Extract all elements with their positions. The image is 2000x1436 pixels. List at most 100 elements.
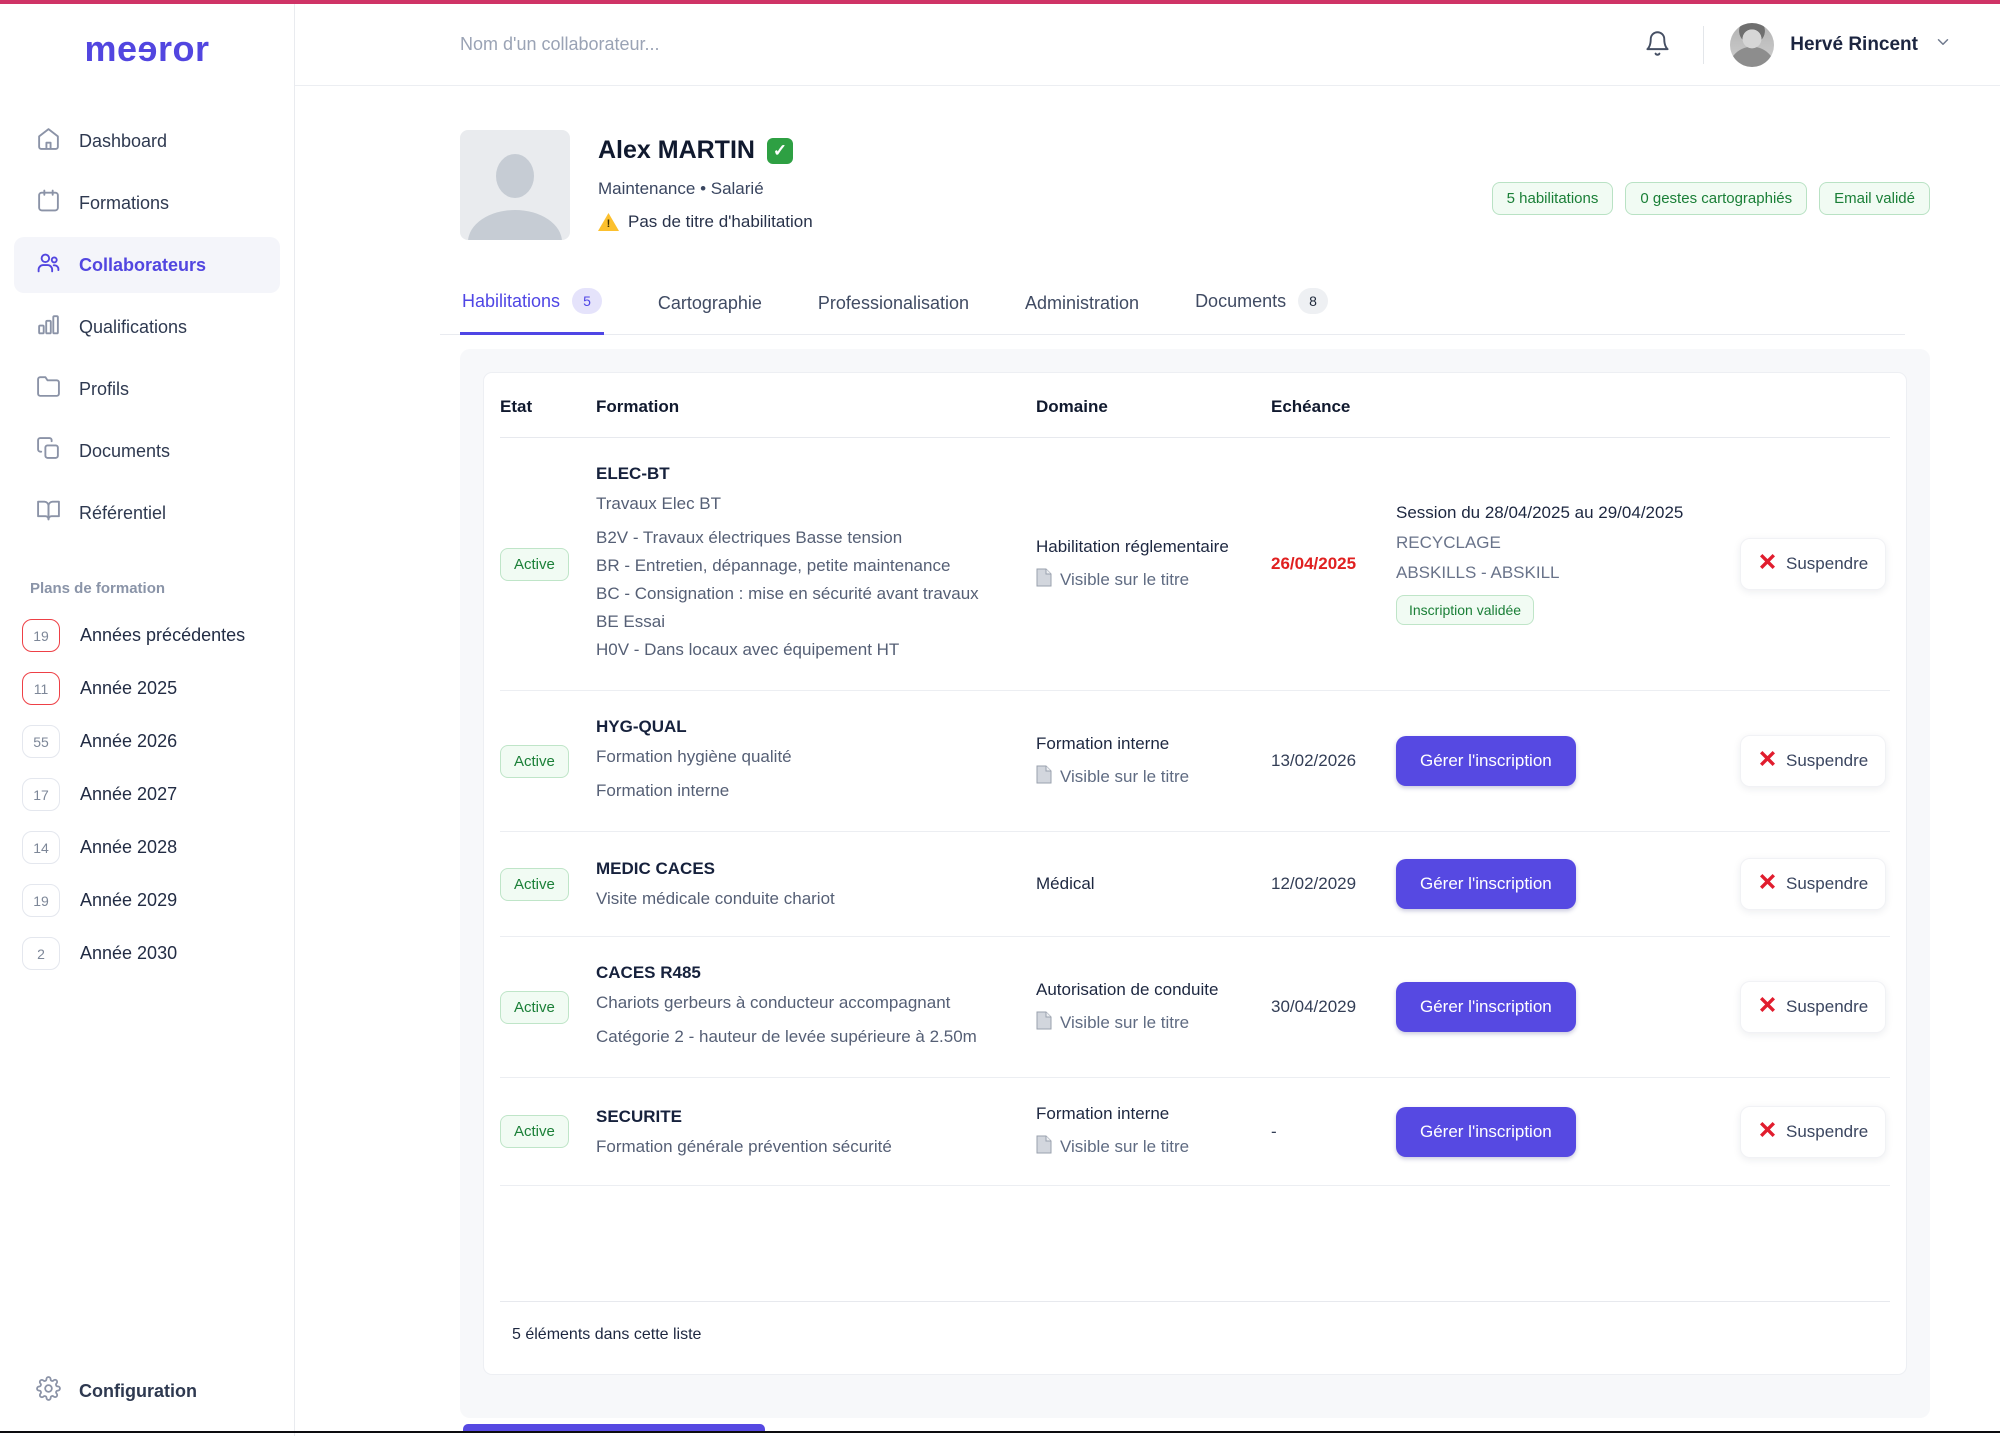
manage-inscription-button[interactable]: Gérer l'inscription: [1396, 736, 1576, 786]
email-valid-badge: Email validé: [1819, 182, 1930, 215]
plan-count-badge: 55: [22, 725, 60, 758]
search-input[interactable]: [460, 34, 1639, 55]
home-icon: [36, 126, 61, 156]
sidebar-item-referentiel[interactable]: Référentiel: [14, 485, 280, 541]
plan-item-annee-2030[interactable]: 2 Année 2030: [0, 927, 294, 980]
cut-off-button[interactable]: [463, 1424, 765, 1431]
formation-subtitle: Formation hygiène qualité: [596, 747, 792, 766]
plans-section-label: Plans de formation: [30, 580, 166, 597]
tab-professionalisation[interactable]: Professionalisation: [816, 283, 971, 335]
manage-inscription-button[interactable]: Gérer l'inscription: [1396, 982, 1576, 1032]
sidebar-item-configuration[interactable]: Configuration: [0, 1354, 294, 1436]
plan-item-annee-2028[interactable]: 14 Année 2028: [0, 821, 294, 874]
sidebar-nav: Dashboard Formations Collaborateurs Qual…: [0, 110, 294, 544]
plan-item-label: Année 2026: [80, 731, 178, 751]
sidebar-item-label: Référentiel: [79, 502, 167, 523]
collaborator-meta: Maintenance • Salarié: [598, 179, 764, 198]
session-provider: ABSKILLS - ABSKILL: [1396, 563, 1560, 582]
sidebar-item-label: Collaborateurs: [79, 254, 207, 275]
domain-name: Habilitation réglementaire: [1036, 536, 1229, 556]
manage-inscription-button[interactable]: Gérer l'inscription: [1396, 859, 1576, 909]
due-date: 30/04/2029: [1271, 997, 1357, 1016]
tab-label: Cartographie: [657, 293, 762, 313]
tab-documents[interactable]: Documents 8: [1193, 278, 1330, 335]
formation-cell: MEDIC CACES Visite médicale conduite cha…: [596, 859, 1036, 909]
suspend-button[interactable]: Suspendre: [1740, 1105, 1887, 1158]
status-badge: Active: [500, 867, 569, 901]
sidebar-item-documents[interactable]: Documents: [14, 423, 280, 479]
visible-note: Visible sur le titre: [1060, 1012, 1190, 1032]
habilitations-count-badge: 5 habilitations: [1491, 182, 1614, 215]
tab-label: Documents: [1195, 290, 1287, 311]
domain-cell: Médical: [1036, 874, 1271, 894]
formation-subtitle: Visite médicale conduite chariot: [596, 889, 835, 908]
plan-count-badge: 19: [22, 619, 60, 652]
document-icon: [1036, 765, 1052, 789]
sidebar-item-collaborateurs[interactable]: Collaborateurs: [14, 237, 280, 293]
status-badge: Active: [500, 744, 569, 778]
user-name: Hervé Rincent: [1790, 33, 1918, 55]
folder-icon: [36, 374, 61, 404]
formation-cell: CACES R485 Chariots gerbeurs à conducteu…: [596, 963, 1036, 1051]
sidebar-item-label: Formations: [79, 192, 170, 213]
visible-note: Visible sur le titre: [1060, 569, 1190, 589]
calendar-icon: [36, 188, 61, 218]
due-date: 26/04/2025: [1271, 554, 1357, 573]
formation-subtitle: Formation générale prévention sécurité: [596, 1136, 892, 1156]
sidebar-item-profils[interactable]: Profils: [14, 361, 280, 417]
sidebar-item-dashboard[interactable]: Dashboard: [14, 113, 280, 169]
book-icon: [36, 498, 61, 528]
inscription-status-badge: Inscription validée: [1396, 595, 1535, 625]
formation-title: ELEC-BT: [596, 464, 670, 483]
session-type: RECYCLAGE: [1396, 533, 1501, 552]
document-icon: [1036, 568, 1052, 592]
plan-item-label: Année 2029: [80, 890, 178, 910]
notifications-button[interactable]: [1638, 24, 1677, 66]
formation-title: MEDIC CACES: [596, 859, 716, 878]
suspend-button[interactable]: Suspendre: [1740, 981, 1887, 1033]
formation-cell: HYG-QUAL Formation hygiène qualité Forma…: [596, 717, 1036, 805]
habilitations-panel: Etat Formation Domaine Echéance Active E…: [460, 349, 1930, 1418]
formation-cell: SECURITE Formation générale prévention s…: [596, 1107, 1036, 1157]
plan-item-label: Année 2028: [80, 837, 178, 857]
due-date: 13/02/2026: [1271, 751, 1357, 770]
domain-cell: Formation interne Visible sur le titre: [1036, 1104, 1271, 1159]
user-menu[interactable]: Hervé Rincent: [1730, 22, 1952, 67]
status-badge: Active: [500, 990, 569, 1024]
column-header-formation: Formation: [596, 397, 680, 416]
tab-habilitations[interactable]: Habilitations 5: [460, 278, 604, 335]
collaborator-avatar-placeholder: [460, 130, 570, 240]
sidebar-item-formations[interactable]: Formations: [14, 175, 280, 231]
plan-item-annee-2026[interactable]: 55 Année 2026: [0, 715, 294, 768]
table-row: Active CACES R485 Chariots gerbeurs à co…: [500, 937, 1890, 1078]
visible-note: Visible sur le titre: [1060, 1137, 1190, 1156]
formation-detail: Formation interne: [596, 781, 730, 800]
domain-cell: Formation interne Visible sur le titre: [1036, 734, 1271, 789]
profile-header: Alex MARTIN Maintenance • Salarié Pas de…: [295, 86, 2000, 240]
suspend-button[interactable]: Suspendre: [1740, 858, 1887, 910]
sidebar: meeror Dashboard Formations Collaborateu…: [0, 0, 295, 1436]
plan-item-annees-precedentes[interactable]: 19 Années précédentes: [0, 609, 294, 662]
formation-detail: B2V - Travaux électriques Basse tension: [596, 528, 903, 547]
domain-name: Médical: [1036, 874, 1095, 893]
plan-item-annee-2027[interactable]: 17 Année 2027: [0, 768, 294, 821]
users-icon: [36, 250, 61, 280]
tab-administration[interactable]: Administration: [1023, 283, 1141, 335]
red-x-icon: [1758, 552, 1777, 576]
domain-name: Formation interne: [1036, 733, 1170, 753]
plan-item-label: Année 2027: [80, 784, 178, 804]
manage-inscription-button[interactable]: Gérer l'inscription: [1396, 1106, 1576, 1157]
bar-chart-icon: [36, 312, 61, 342]
plan-item-annee-2029[interactable]: 19 Année 2029: [0, 874, 294, 927]
suspend-button[interactable]: Suspendre: [1740, 735, 1887, 787]
table-row: Active MEDIC CACES Visite médicale condu…: [500, 832, 1890, 937]
visible-note: Visible sur le titre: [1060, 766, 1190, 786]
domain-cell: Autorisation de conduite Visible sur le …: [1036, 980, 1271, 1035]
suspend-button[interactable]: Suspendre: [1740, 538, 1887, 590]
tab-cartographie[interactable]: Cartographie: [656, 283, 764, 335]
plan-item-annee-2025[interactable]: 11 Année 2025: [0, 662, 294, 715]
sidebar-item-qualifications[interactable]: Qualifications: [14, 299, 280, 355]
column-header-domaine: Domaine: [1036, 397, 1108, 416]
formation-detail: H0V - Dans locaux avec équipement HT: [596, 640, 900, 659]
table-row: Active ELEC-BT Travaux Elec BT B2V - Tra…: [500, 438, 1890, 691]
